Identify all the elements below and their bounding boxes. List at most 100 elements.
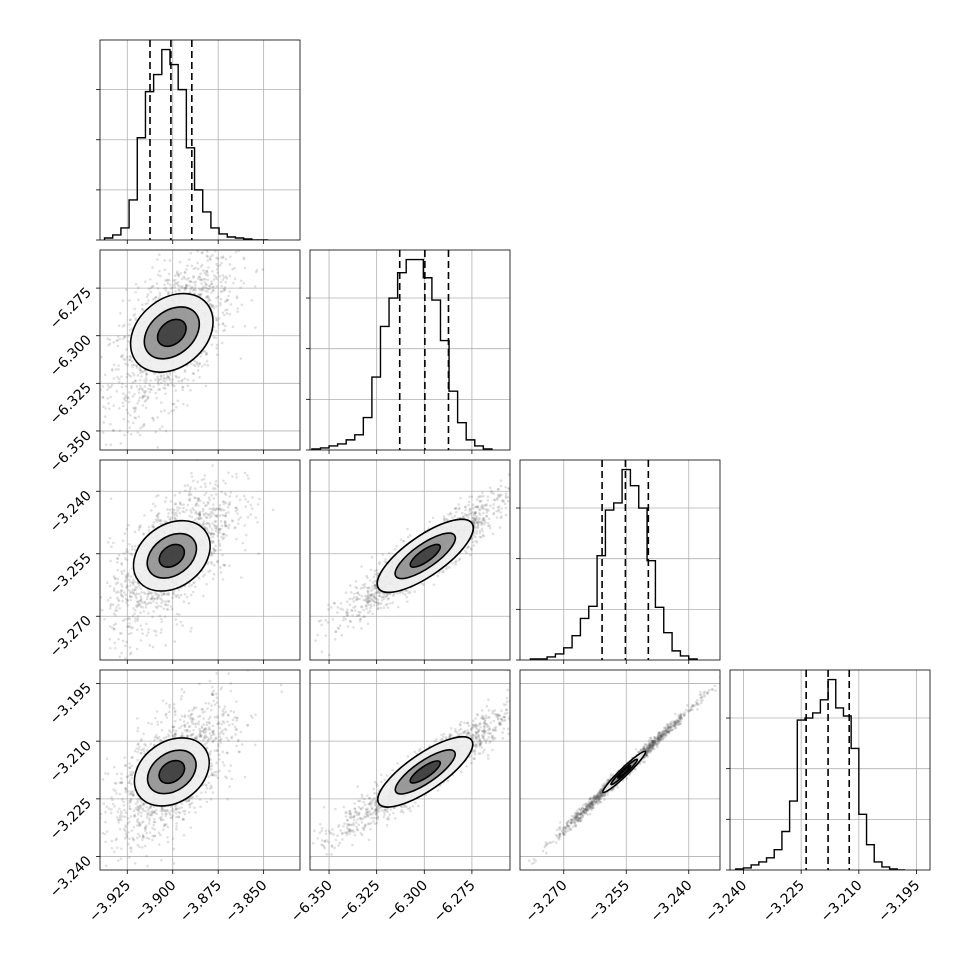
scatter-point	[173, 384, 176, 388]
scatter-point	[254, 326, 257, 329]
scatter-point	[177, 379, 181, 383]
scatter-point	[241, 541, 245, 545]
scatter-point	[104, 407, 107, 410]
scatter-point	[373, 583, 377, 587]
scatter-point	[146, 808, 150, 812]
scatter-point	[233, 526, 236, 530]
scatter-point	[181, 385, 185, 389]
scatter-point	[454, 560, 457, 564]
scatter-point	[224, 511, 228, 515]
scatter-point	[170, 511, 174, 514]
scatter-point	[187, 799, 191, 803]
scatter-point	[143, 742, 146, 746]
scatter-point	[233, 213, 236, 216]
scatter-panel-0-1	[99, 213, 301, 451]
scatter-point	[202, 501, 205, 505]
scatter-point	[216, 716, 220, 720]
scatter-point	[186, 734, 189, 738]
scatter-point	[159, 605, 163, 608]
scatter-point	[211, 512, 215, 515]
scatter-point	[217, 317, 221, 320]
scatter-point	[176, 593, 180, 597]
scatter-point	[507, 487, 510, 490]
scatter-point	[455, 559, 458, 563]
scatter-point	[180, 243, 183, 246]
scatter-point	[173, 733, 177, 737]
scatter-point	[363, 615, 367, 618]
scatter-point	[214, 229, 217, 232]
scatter-point	[124, 597, 128, 601]
scatter-point	[482, 534, 486, 538]
scatter-point	[409, 590, 412, 594]
scatter-point	[124, 824, 127, 827]
scatter-point	[238, 498, 242, 502]
scatter-point	[152, 817, 156, 821]
scatter-point	[487, 517, 491, 521]
scatter-point	[227, 471, 230, 474]
scatter-point	[106, 541, 110, 544]
scatter-point	[171, 508, 174, 511]
scatter-point	[444, 567, 448, 571]
scatter-point	[237, 518, 241, 521]
scatter-point	[203, 363, 207, 366]
scatter-point	[117, 324, 121, 327]
scatter-point	[159, 274, 162, 278]
scatter-point	[134, 318, 138, 322]
scatter-point	[133, 580, 137, 584]
scatter-point	[231, 475, 234, 478]
scatter-point	[136, 600, 139, 604]
scatter-point	[468, 508, 472, 511]
scatter-point	[324, 634, 327, 637]
scatter-point	[136, 603, 140, 607]
scatter-point	[210, 786, 213, 789]
scatter-point	[116, 577, 119, 581]
scatter-point	[475, 516, 479, 519]
scatter-point	[153, 597, 156, 600]
scatter-point	[249, 513, 253, 516]
scatter-point	[371, 612, 374, 616]
scatter-point	[436, 574, 440, 578]
scatter-point	[168, 278, 171, 282]
scatter-point	[228, 312, 232, 316]
scatter-point	[143, 390, 146, 393]
scatter-point	[218, 705, 221, 709]
scatter-point	[520, 497, 523, 500]
scatter-point	[361, 586, 365, 590]
scatter-point	[126, 573, 129, 577]
scatter-point	[234, 250, 238, 254]
scatter-point	[120, 632, 123, 635]
scatter-point	[126, 430, 129, 434]
scatter-point	[165, 809, 169, 812]
scatter-point	[219, 297, 223, 301]
scatter-point	[114, 609, 117, 612]
scatter-point	[208, 523, 211, 527]
scatter-point	[361, 583, 365, 587]
scatter-point	[473, 511, 477, 514]
scatter-point	[121, 392, 125, 395]
scatter-point	[126, 603, 130, 607]
scatter-point	[355, 586, 359, 590]
scatter-point	[126, 617, 130, 621]
scatter-point	[522, 499, 525, 502]
scatter-point	[128, 766, 132, 769]
scatter-point	[187, 714, 190, 718]
scatter-point	[508, 487, 510, 491]
scatter-point	[131, 626, 134, 630]
scatter-point	[147, 837, 151, 841]
scatter-point	[158, 816, 162, 820]
scatter-point	[131, 365, 134, 369]
scatter-point	[215, 507, 219, 510]
scatter-point	[186, 721, 189, 725]
scatter-point	[153, 629, 156, 632]
scatter-point	[221, 500, 225, 503]
scatter-point	[152, 810, 156, 814]
scatter-point	[475, 540, 479, 544]
scatter-point	[383, 560, 387, 563]
scatter-point	[95, 601, 98, 604]
scatter-point	[239, 286, 243, 289]
scatter-point	[172, 589, 176, 593]
scatter-point	[254, 270, 258, 274]
scatter-point	[197, 517, 201, 521]
scatter-point	[174, 405, 178, 409]
scatter-point	[226, 298, 230, 302]
